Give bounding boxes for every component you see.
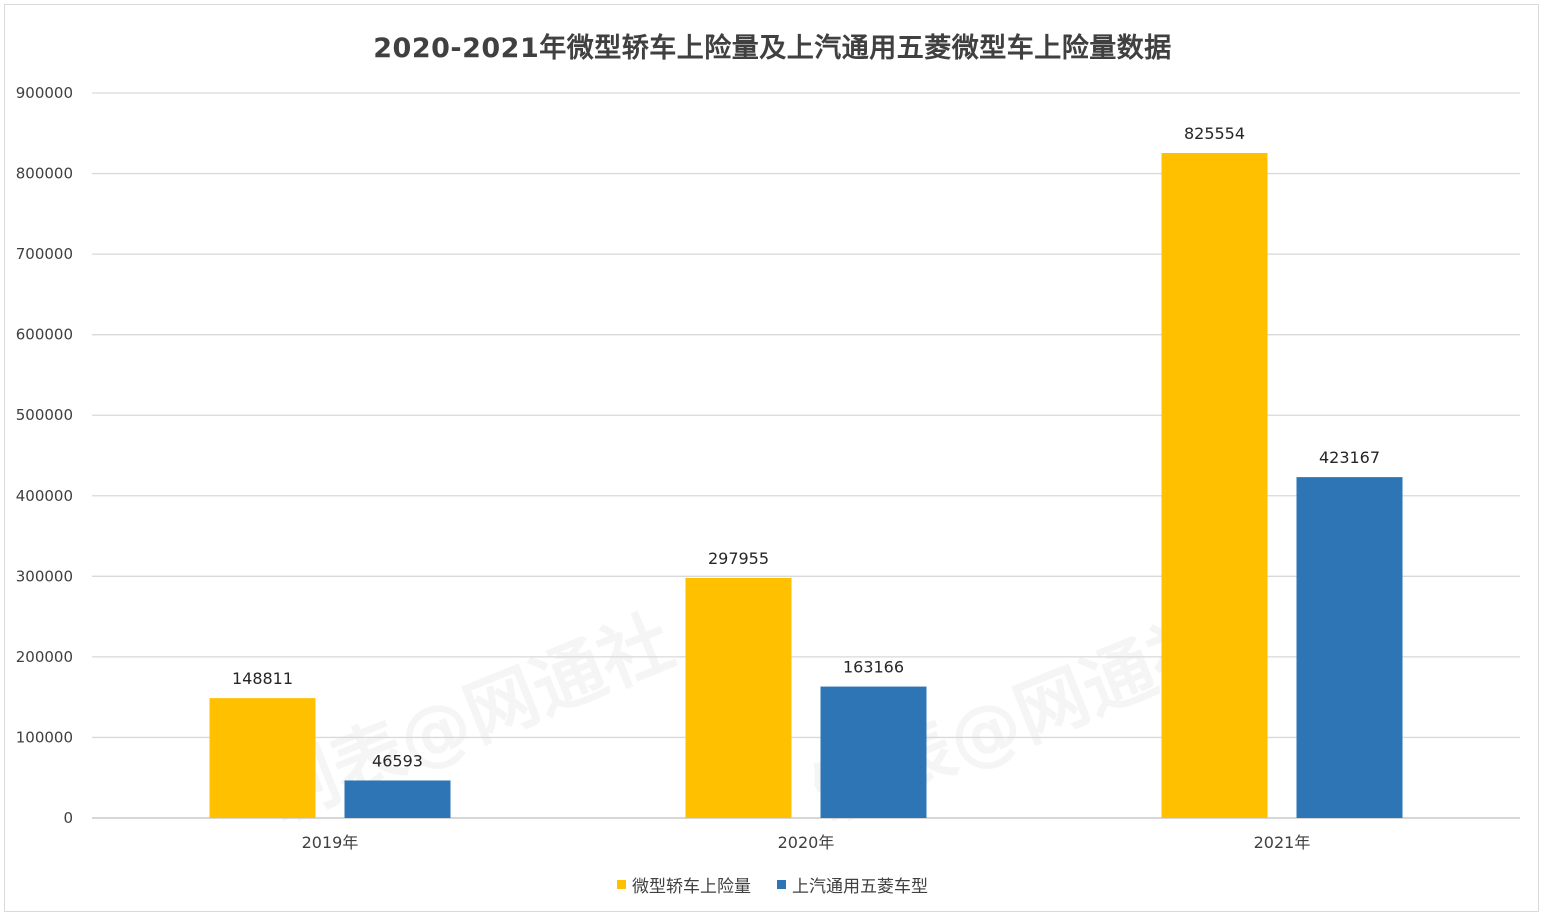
data-label: 46593 (372, 751, 423, 770)
y-tick-label: 0 (63, 809, 73, 827)
data-label: 825554 (1184, 124, 1245, 143)
y-tick-label: 900000 (16, 84, 73, 102)
bar-series-2 (1296, 477, 1403, 818)
legend: 微型轿车上险量 上汽通用五菱车型 (0, 872, 1545, 897)
y-tick-label: 300000 (16, 567, 73, 585)
y-tick-label: 100000 (16, 728, 73, 746)
chart-title: 2020-2021年微型轿车上险量及上汽通用五菱微型车上险量数据 (373, 33, 1172, 64)
bar-series-1 (1161, 152, 1268, 818)
bar-series-2 (820, 686, 927, 818)
y-tick-label: 800000 (16, 165, 73, 183)
legend-swatch-series-1 (617, 880, 626, 889)
bar-series-2 (344, 780, 451, 818)
data-label: 297955 (708, 549, 769, 568)
x-tick-label: 2019年 (302, 833, 359, 852)
legend-label-series-1: 微型轿车上险量 (632, 877, 751, 897)
x-tick-label: 2020年 (778, 833, 835, 852)
data-label: 423167 (1319, 448, 1380, 467)
data-label: 148811 (232, 669, 293, 688)
y-tick-label: 600000 (16, 326, 73, 344)
y-tick-label: 700000 (16, 245, 73, 263)
legend-swatch-series-2 (777, 880, 786, 889)
bar-series-1 (685, 577, 792, 818)
y-tick-label: 500000 (16, 406, 73, 424)
legend-label-series-2: 上汽通用五菱车型 (792, 877, 928, 897)
y-tick-label: 200000 (16, 648, 73, 666)
data-label: 163166 (843, 658, 904, 677)
x-tick-label: 2021年 (1254, 833, 1311, 852)
bar-series-1 (209, 698, 316, 818)
y-tick-label: 400000 (16, 487, 73, 505)
legend-item-series-1: 微型轿车上险量 (617, 872, 751, 897)
legend-item-series-2: 上汽通用五菱车型 (777, 872, 928, 897)
